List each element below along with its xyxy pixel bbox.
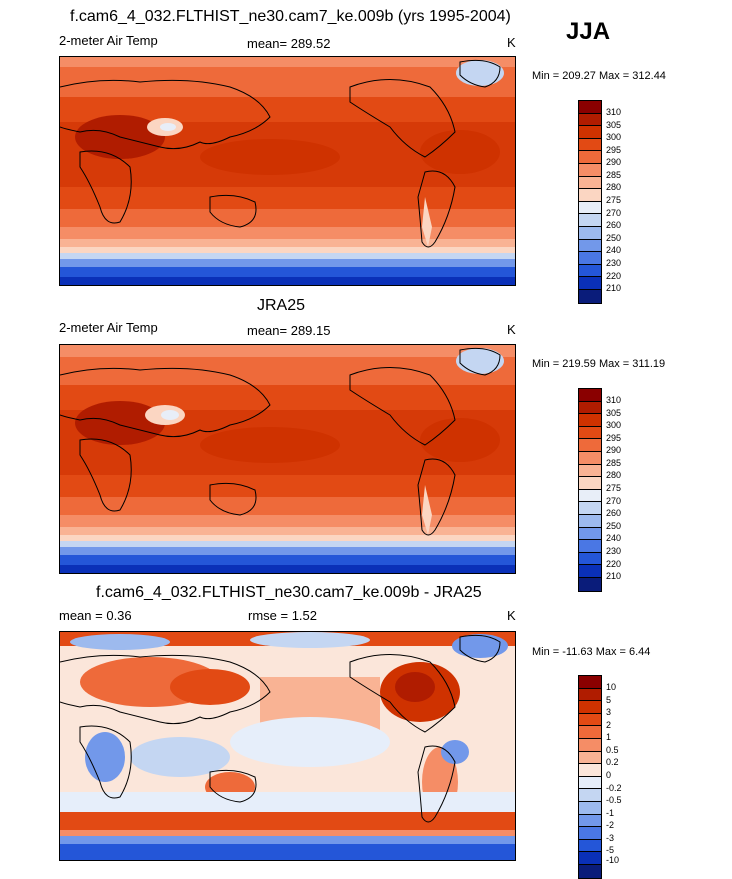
colorbar-tick-label: 250 [606, 521, 622, 531]
panel-3-units: K [507, 608, 516, 623]
colorbar-tick-label: 260 [606, 508, 622, 518]
colorbar-tick-label: 230 [606, 546, 622, 556]
colorbar-tick-label: 295 [606, 145, 622, 155]
colorbar-tick-label: 260 [606, 220, 622, 230]
panel-2-units: K [507, 322, 516, 337]
colorbar-tick-label: 220 [606, 271, 622, 281]
panel-3-range: Min = -11.63 Max = 6.44 [532, 646, 651, 658]
colorbar-tick-label: 3 [606, 707, 612, 717]
panel-2-variable-label: 2-meter Air Temp [59, 320, 158, 335]
colorbar-tick-label: 280 [606, 470, 622, 480]
panel-2-range: Min = 219.59 Max = 311.19 [532, 358, 666, 370]
colorbar-tick-label: 1 [606, 732, 612, 742]
colorbar-tick-label: 0.5 [606, 745, 619, 755]
colorbar-tick-label: 230 [606, 258, 622, 268]
colorbar-tick-label: 310 [606, 107, 622, 117]
colorbar-tick-label: 305 [606, 120, 622, 130]
panel-2-colorbar [578, 388, 602, 592]
colorbar-tick-label: 270 [606, 496, 622, 506]
colorbar-tick-label: 275 [606, 195, 622, 205]
colorbar-tick-label: 270 [606, 208, 622, 218]
colorbar-tick-label: 210 [606, 571, 622, 581]
colorbar-tick-label: 210 [606, 283, 622, 293]
panel-2-mean-label: mean= 289.15 [247, 323, 331, 338]
colorbar-tick-label: 290 [606, 157, 622, 167]
colorbar-tick-label: -1 [606, 808, 615, 818]
panel-3-mean-label: mean = 0.36 [59, 608, 132, 623]
panel-2-title: JRA25 [257, 297, 306, 314]
panel-3-rmse-label: rmse = 1.52 [248, 608, 318, 623]
panel-1-variable-label: 2-meter Air Temp [59, 33, 158, 48]
colorbar-tick-label: 300 [606, 420, 622, 430]
colorbar-tick-label: 0 [606, 770, 612, 780]
colorbar-tick-label: -10 [606, 855, 620, 865]
colorbar-tick-label: -2 [606, 820, 615, 830]
colorbar-tick-label: 280 [606, 182, 622, 192]
colorbar-tick-label: 285 [606, 170, 622, 180]
colorbar-tick-label: -5 [606, 845, 615, 855]
colorbar-tick-label: 295 [606, 433, 622, 443]
season-label: JJA [566, 18, 611, 45]
panel-3-colorbar [578, 675, 602, 879]
colorbar-tick-label: 290 [606, 445, 622, 455]
colorbar-tick-label: 240 [606, 245, 622, 255]
colorbar-tick-label: 250 [606, 233, 622, 243]
colorbar-tick-label: 0.2 [606, 757, 619, 767]
panel-1-map [59, 56, 516, 286]
colorbar-tick-label: 305 [606, 408, 622, 418]
panel-1-colorbar [578, 100, 602, 304]
colorbar-tick-label: 220 [606, 559, 622, 569]
colorbar-tick-label: 285 [606, 458, 622, 468]
colorbar-tick-label: 310 [606, 395, 622, 405]
colorbar-tick-label: 5 [606, 695, 612, 705]
colorbar-tick-label: 300 [606, 132, 622, 142]
panel-3-title: f.cam6_4_032.FLTHIST_ne30.cam7_ke.009b -… [96, 584, 482, 601]
panel-1-units: K [507, 35, 516, 50]
colorbar-tick-label: 2 [606, 720, 612, 730]
panel-1-mean-label: mean= 289.52 [247, 36, 331, 51]
colorbar-tick-label: -0.5 [606, 795, 622, 805]
panel-3-map [59, 631, 516, 861]
colorbar-tick-label: 240 [606, 533, 622, 543]
colorbar-tick-label: -3 [606, 833, 615, 843]
panel-1-title: f.cam6_4_032.FLTHIST_ne30.cam7_ke.009b (… [70, 8, 511, 25]
panel-1-range: Min = 209.27 Max = 312.44 [532, 70, 666, 82]
colorbar-tick-label: 10 [606, 682, 617, 692]
colorbar-tick-label: -0.2 [606, 783, 622, 793]
panel-2-map [59, 344, 516, 574]
colorbar-tick-label: 275 [606, 483, 622, 493]
